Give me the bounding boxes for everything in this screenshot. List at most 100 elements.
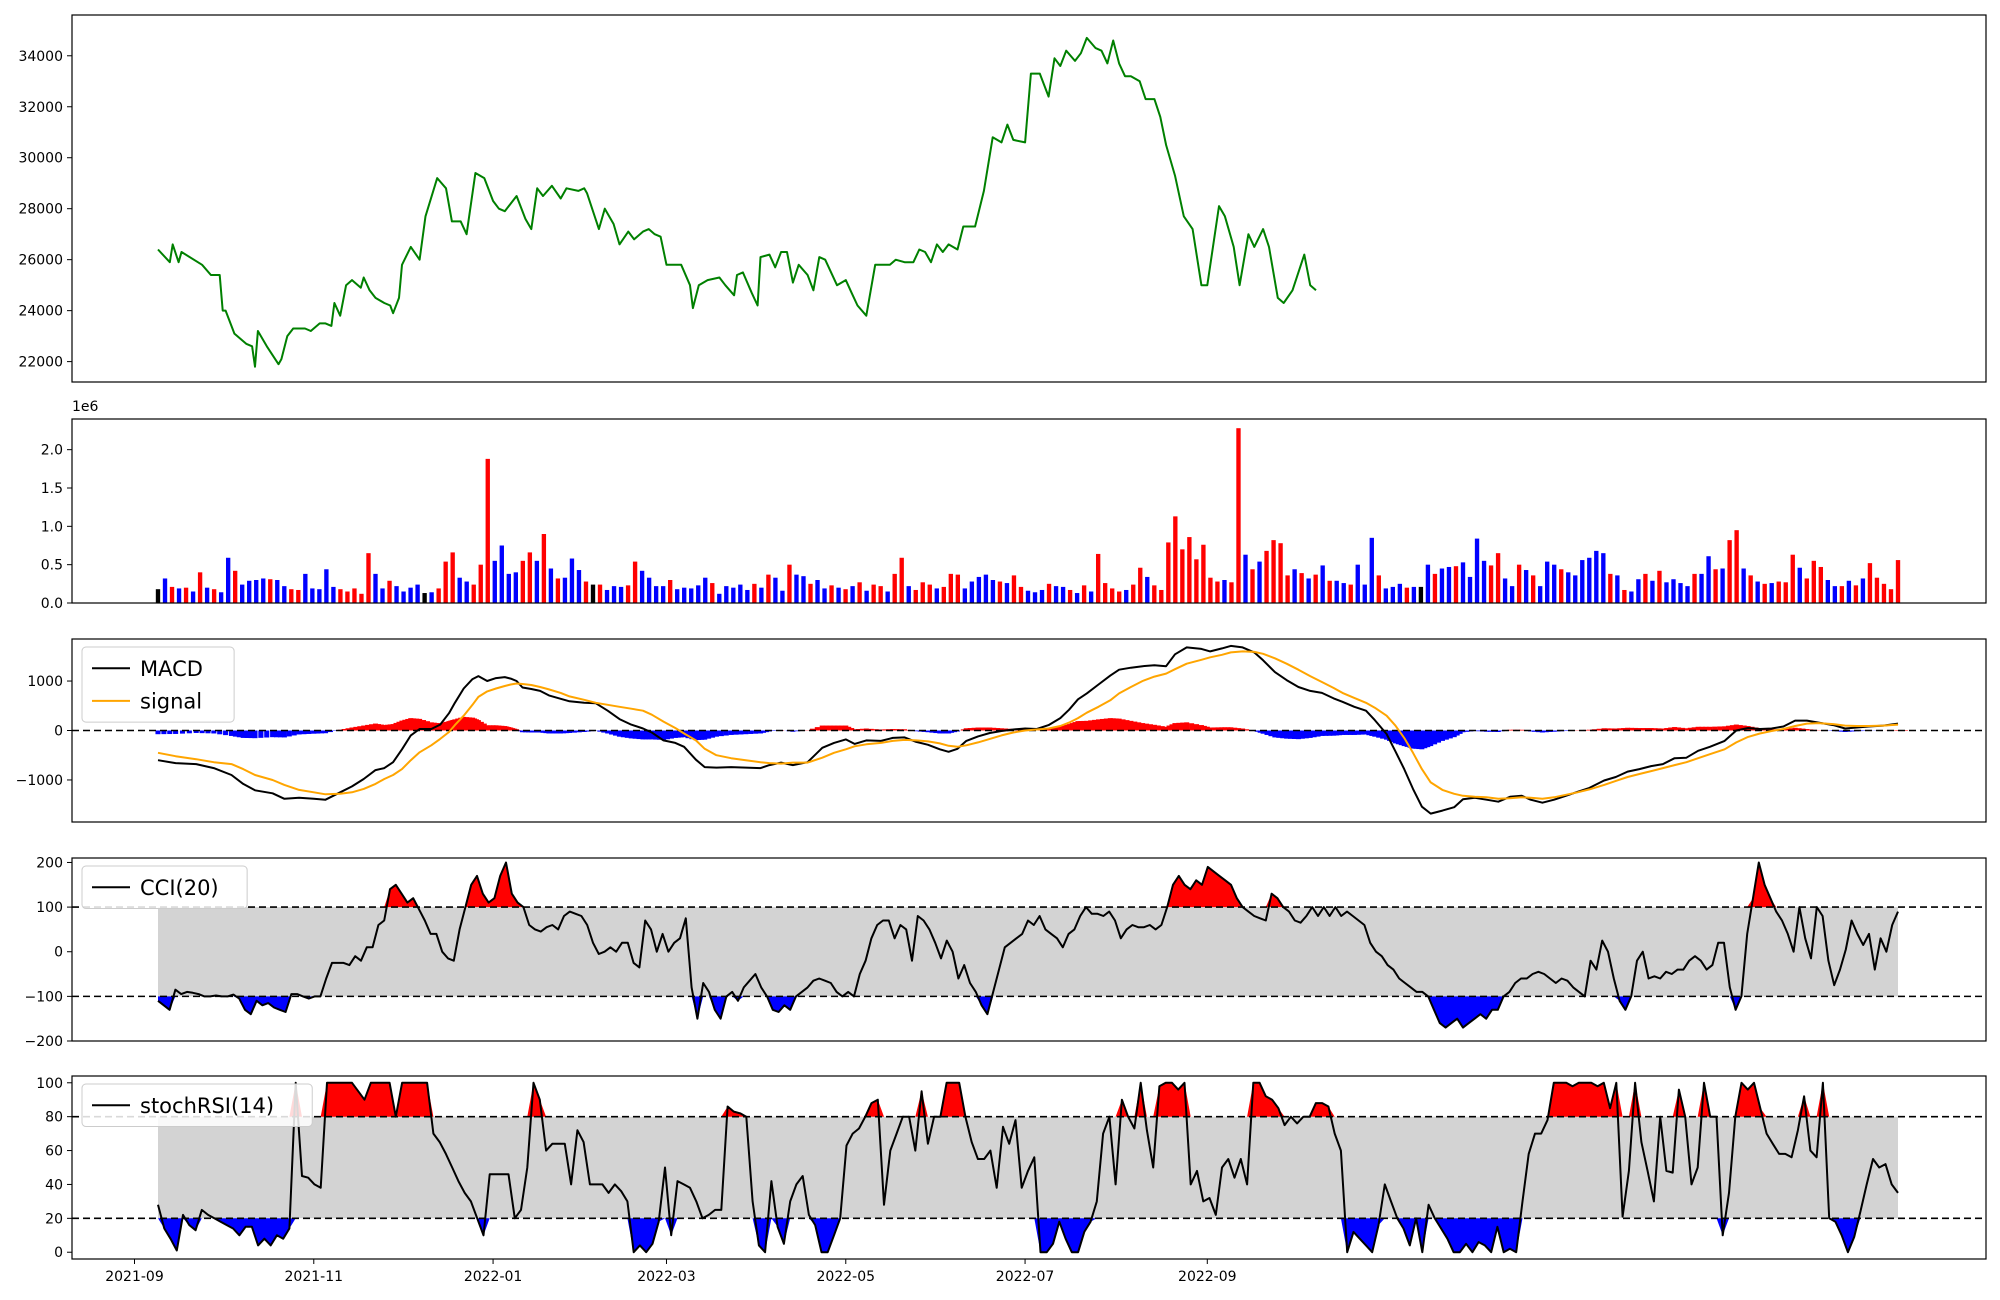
macd-histogram-bar <box>399 720 405 731</box>
macd-histogram-bar <box>1147 724 1153 731</box>
macd-histogram-bar <box>1586 729 1592 731</box>
macd-histogram-bar <box>402 719 408 731</box>
macd-histogram-bar <box>1075 721 1081 731</box>
macd-histogram-bar <box>1617 728 1623 731</box>
volume-bar <box>1285 575 1290 603</box>
macd-histogram-bar <box>490 725 496 731</box>
volume-bar <box>1832 586 1838 603</box>
volume-bar <box>703 577 708 603</box>
macd-histogram-bar <box>1668 727 1674 731</box>
macd-histogram-bar <box>1088 720 1094 731</box>
volume-bar <box>1769 583 1774 603</box>
macd-histogram-bar <box>1495 730 1501 732</box>
volume-bar <box>1552 564 1557 603</box>
macd-histogram-bar <box>357 726 363 731</box>
volume-bar <box>962 588 968 603</box>
macd-histogram-bar <box>414 718 420 731</box>
macd-histogram-bar <box>437 723 443 731</box>
macd-histogram-bar <box>228 730 235 736</box>
macd-histogram-bar <box>1201 725 1207 731</box>
macd-histogram-bar <box>1648 728 1654 731</box>
volume-bar <box>948 573 953 603</box>
macd-histogram-bar <box>1398 730 1404 746</box>
volume-bar <box>408 587 413 603</box>
macd-histogram-bar <box>1435 730 1442 743</box>
macd-histogram-bar <box>543 730 549 734</box>
volume-bar <box>1152 585 1157 603</box>
volume-bar <box>864 590 869 603</box>
volume-bar <box>604 589 610 603</box>
macd-histogram-bar <box>1372 730 1378 737</box>
macd-histogram-bar <box>975 727 981 731</box>
y-tick-label: 100 <box>36 900 63 916</box>
macd-histogram-bar <box>1672 727 1678 731</box>
volume-bar <box>653 586 659 603</box>
volume-bar <box>366 553 371 603</box>
y-tick-label: 100 <box>36 1076 63 1092</box>
x-tick-label: 2021-09 <box>105 1269 164 1285</box>
macd-histogram-bar <box>1644 728 1650 731</box>
macd-histogram-bar <box>248 730 254 739</box>
volume-bar <box>1573 575 1578 603</box>
macd-histogram-bar <box>223 730 229 736</box>
macd-histogram-bar <box>211 730 217 734</box>
macd-histogram-bar <box>458 717 464 731</box>
volume-bar <box>1194 559 1199 603</box>
macd-histogram-bar <box>252 730 258 739</box>
macd-histogram-bar <box>464 717 470 731</box>
volume-bar <box>1180 549 1185 603</box>
y-tick-label: 0 <box>54 945 63 961</box>
legend-box <box>81 865 248 910</box>
volume-bar <box>632 561 638 603</box>
macd-histogram-bar <box>1410 730 1416 749</box>
volume-bar <box>808 583 813 603</box>
macd-histogram-bar <box>1307 730 1313 738</box>
macd-histogram-bar <box>405 718 411 731</box>
macd-histogram-bar <box>1419 730 1425 750</box>
volume-bar <box>1215 581 1220 603</box>
macd-histogram-bar <box>849 728 855 731</box>
y-tick-label: 80 <box>45 1110 63 1126</box>
macd-histogram-bar <box>949 730 955 733</box>
macd-histogram-bar <box>369 724 375 731</box>
volume-bar <box>1208 577 1213 603</box>
volume-bar <box>1727 540 1732 603</box>
macd-histogram-bar <box>738 730 744 735</box>
y-tick-label: 1.5 <box>41 481 63 497</box>
macd-histogram-bar <box>1351 730 1357 735</box>
stochrsi-overbought-fill <box>158 1082 1898 1117</box>
volume-panel: 0.0 0.5 1.0 1.5 2.0 1e6 <box>41 399 1987 612</box>
macd-histogram-bar <box>809 728 815 731</box>
macd-histogram-bar <box>528 730 534 733</box>
macd-histogram-bar <box>319 730 325 734</box>
volume-bar <box>513 572 518 603</box>
macd-histogram-bar <box>258 730 264 738</box>
macd-histogram-bar <box>843 725 849 731</box>
macd-histogram-bar <box>1163 726 1169 731</box>
macd-histogram-bar <box>1276 730 1282 738</box>
macd-histogram-bar <box>1184 722 1190 731</box>
macd-histogram-bar <box>274 730 280 738</box>
macd-histogram-bar <box>1443 730 1449 740</box>
volume-bar <box>541 534 547 603</box>
macd-histogram-bar <box>217 730 223 735</box>
legend-label-macd: MACD <box>140 657 203 681</box>
price-panel: 22000 24000 26000 28000 30000 32000 34000 <box>18 14 1987 383</box>
macd-histogram-bar <box>1219 727 1225 731</box>
macd-histogram-bar <box>1605 728 1611 731</box>
macd-histogram-bar <box>1254 730 1260 732</box>
macd-histogram-bar <box>620 730 626 738</box>
x-tick-label: 2022-09 <box>1178 1269 1237 1285</box>
volume-bar <box>1046 583 1052 603</box>
volume-bar <box>1278 543 1283 603</box>
volume-bar <box>990 580 996 603</box>
macd-histogram-bar <box>971 727 977 731</box>
volume-bar <box>1699 573 1704 603</box>
macd-panel: −1000 0 1000 MACD signal <box>16 638 1987 823</box>
macd-histogram-bar <box>408 718 414 731</box>
macd-histogram-bar <box>1404 730 1410 747</box>
macd-histogram-bar <box>496 725 502 731</box>
macd-histogram-bar <box>1656 728 1662 731</box>
volume-bar <box>443 561 448 603</box>
